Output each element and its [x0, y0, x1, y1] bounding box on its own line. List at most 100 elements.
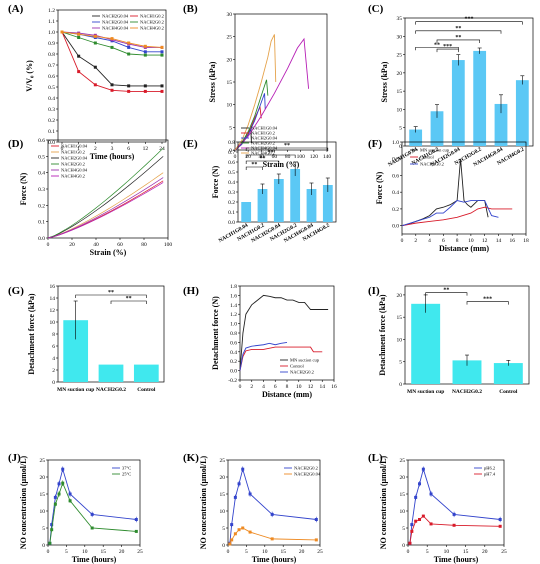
series-line: [239, 346, 323, 371]
x-tick-label: 8: [456, 238, 459, 244]
y-axis-label: Stress (kPa): [380, 61, 389, 102]
bar: [133, 364, 159, 382]
x-tick-label: 25: [137, 549, 143, 555]
y-tick-label: 12: [50, 308, 56, 314]
data-point: [127, 41, 131, 45]
panel-a: 0.0 0.1 0.2 0.3 0.4 0.5 0.6 0.7 0.8 0.9 1.0 1.1 1.2 0…: [8, 3, 167, 161]
data-point: [110, 45, 114, 49]
data-point: [57, 482, 61, 486]
data-point: [498, 518, 502, 521]
legend-label: Control: [420, 155, 435, 160]
legend-label: NACH2G0.04: [294, 472, 321, 477]
y-tick-label: 0.6: [228, 160, 235, 166]
y-tick-label: -0.2: [228, 378, 237, 384]
data-point: [410, 523, 414, 527]
x-tick-label: 100: [297, 154, 306, 160]
series-line: [47, 147, 164, 239]
x-tick-label: 10: [468, 238, 474, 244]
series-line: [239, 341, 288, 371]
y-tick-label: 0.0: [230, 369, 237, 375]
y-tick-label: 1.0: [230, 322, 237, 328]
bar: [241, 202, 252, 222]
data-point: [50, 523, 54, 527]
panel-letter: (L): [368, 452, 383, 464]
data-point: [110, 88, 114, 92]
data-point: [93, 65, 97, 69]
data-point: [134, 518, 138, 521]
bar: [411, 303, 441, 384]
legend-label: NACH4G0.04: [102, 26, 129, 31]
significance-bracket: [436, 48, 459, 53]
x-tick-label: 2: [250, 384, 253, 390]
category-label: NACH2G0.2: [96, 387, 126, 393]
legend-label: NACH2G0.2: [290, 370, 314, 375]
y-tick-label: 10: [220, 509, 226, 515]
x-tick-label: 0: [227, 549, 230, 555]
y-tick-label: 1.2: [230, 312, 237, 318]
bar: [98, 364, 124, 382]
significance-label: **: [443, 288, 449, 294]
x-tick-label: 0: [407, 549, 410, 555]
x-tick-label: 15: [280, 549, 286, 555]
data-point: [127, 89, 131, 93]
significance-bracket: [425, 292, 468, 296]
y-axis-label: Detachment force (N): [211, 296, 220, 370]
y-tick-label: 25: [400, 458, 406, 464]
significance-label: **: [251, 162, 257, 168]
legend-label: NACH4G0.2: [61, 174, 85, 179]
legend-label: NACH4G0.2: [140, 26, 164, 31]
data-point: [160, 45, 164, 49]
y-tick-label: 6: [52, 344, 55, 350]
x-tick-label: 4: [428, 238, 431, 244]
y-tick-label: 0.6: [38, 138, 45, 144]
y-tick-label: 25: [40, 458, 46, 464]
x-tick-label: 40: [93, 242, 99, 248]
significance-bracket: [245, 166, 263, 170]
x-tick-label: 20: [245, 154, 251, 160]
data-point: [230, 538, 234, 542]
y-tick-label: 1.1: [48, 19, 55, 25]
data-point: [127, 84, 131, 88]
significance-bracket: [245, 154, 296, 158]
panel-e: 0.00.10.20.30.40.50.60.70.8NACH1G0.04NAC…: [183, 138, 337, 244]
y-axis-label: NO concentration (μmol/L): [199, 455, 208, 549]
bar: [452, 360, 482, 384]
panel-letter: (E): [183, 138, 198, 150]
data-point: [314, 518, 318, 521]
y-tick-label: 20: [40, 475, 46, 481]
data-point: [418, 518, 422, 521]
x-tick-label: 16: [331, 384, 337, 390]
y-axis-label: Force (N): [375, 171, 384, 204]
data-point: [143, 53, 147, 57]
data-point: [110, 37, 114, 41]
legend-label: NACH1G0.04: [61, 144, 88, 149]
y-tick-label: 1.0: [392, 140, 399, 146]
x-axis-label: Distance (mm): [439, 244, 489, 253]
panel-letter: (D): [8, 138, 24, 150]
bar: [257, 189, 268, 222]
plot-frame: [404, 17, 534, 147]
y-tick-label: 0.9: [48, 41, 55, 47]
data-point: [61, 481, 65, 485]
x-tick-label: 2: [414, 238, 417, 244]
data-point: [143, 84, 147, 88]
bar: [451, 60, 465, 146]
panel-letter: (C): [368, 3, 384, 15]
y-tick-label: 15: [40, 492, 46, 498]
x-tick-label: 20: [119, 549, 125, 555]
data-point: [143, 50, 147, 54]
series-line: [47, 156, 164, 239]
y-tick-label: 10: [50, 320, 56, 326]
panel-b: 0 5 10 15 20 25 30 0 20 40 60 80 100 120 140 NACH1G0.04…: [183, 3, 331, 169]
legend-label: NACH2G0.2: [420, 162, 444, 167]
y-axis-label: Stress (kPa): [208, 61, 217, 102]
x-axis-label: Time (hours): [252, 555, 297, 564]
y-tick-label: 0: [402, 543, 405, 549]
legend-label: NACH2G0.04: [102, 14, 129, 19]
data-point: [53, 495, 57, 499]
legend-label: pH6.2: [484, 466, 495, 471]
data-point: [421, 514, 425, 518]
x-tick-label: 6: [274, 384, 277, 390]
plot-frame: [401, 141, 527, 235]
